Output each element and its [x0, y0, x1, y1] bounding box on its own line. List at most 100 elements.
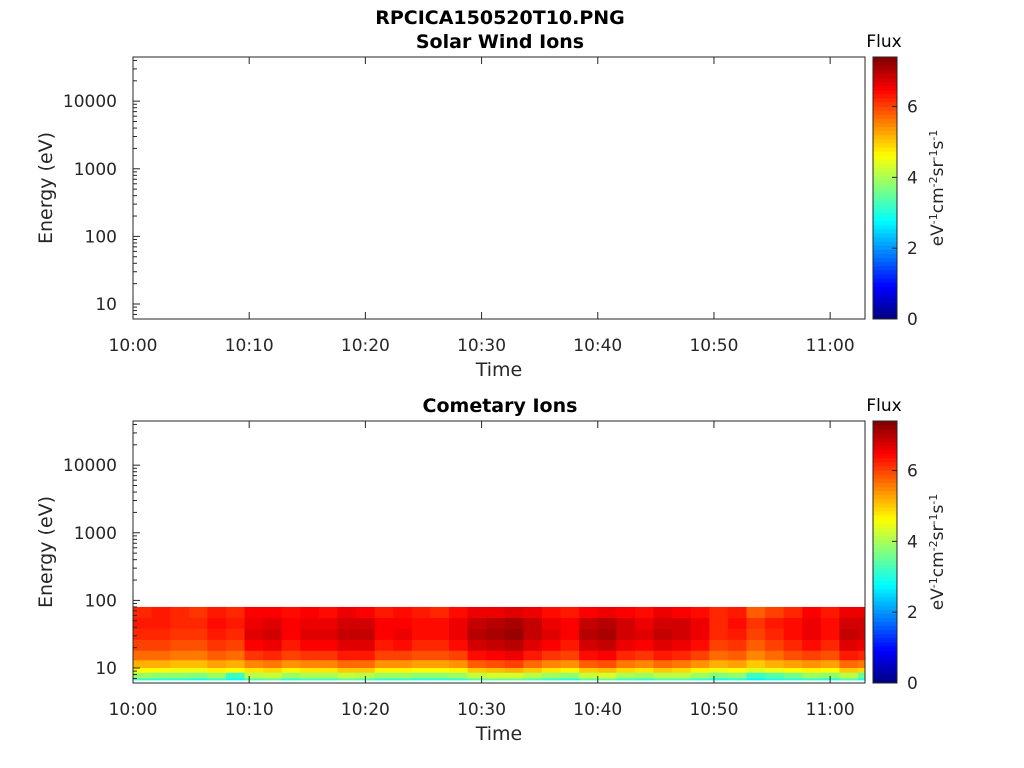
heatmap-cell — [133, 617, 152, 630]
heatmap-cell — [207, 628, 227, 641]
heatmap-cell — [133, 628, 152, 641]
heatmap-cell — [244, 678, 264, 681]
panel-title-solar-wind: Solar Wind Ions — [416, 31, 584, 53]
colorbar-segment — [873, 110, 897, 115]
heatmap-cell — [709, 678, 729, 681]
heatmap-cell — [802, 639, 822, 652]
heatmap-cell — [374, 606, 394, 619]
heatmap-cell — [672, 617, 692, 630]
colorbar-solar-wind: 0 2 4 6 — [872, 56, 918, 330]
heatmap-cell — [151, 606, 171, 619]
heatmap-cell — [300, 606, 320, 619]
colorbar-segment — [873, 437, 897, 442]
heatmap-cell — [411, 650, 431, 661]
colorbar-segment — [873, 269, 897, 275]
heatmap-cell — [653, 672, 673, 679]
heatmap-cell — [727, 639, 747, 652]
heatmap-cell — [541, 606, 561, 619]
heatmap-cell — [430, 668, 450, 674]
colorbar-segment — [873, 175, 897, 181]
colorbar-segment — [873, 449, 897, 455]
heatmap-cell — [597, 606, 617, 619]
colorbar-segment — [873, 81, 897, 87]
heatmap-cell — [244, 617, 264, 630]
heatmap-cell — [597, 660, 617, 669]
colorbar-segment — [873, 674, 897, 680]
y-tick-label: 100 — [85, 591, 117, 611]
heatmap-cell — [839, 660, 859, 669]
heatmap-cell — [430, 660, 450, 669]
heatmap-cell — [374, 678, 394, 681]
colorbar-segment — [873, 302, 897, 308]
colorbar-segment — [873, 597, 897, 602]
heatmap-cell — [579, 678, 599, 681]
heatmap-cell — [560, 639, 580, 652]
heatmap-cell — [690, 668, 710, 674]
colorbar-segment — [873, 625, 897, 631]
heatmap-cell — [486, 617, 506, 630]
heatmap-cell — [616, 628, 636, 641]
heatmap-cell — [709, 668, 729, 674]
heatmap-cell — [541, 639, 561, 652]
colorbar-segment — [873, 572, 897, 577]
heatmap-cell — [393, 668, 413, 674]
heatmap-cell — [449, 660, 469, 669]
x-tick-label: 10:30 — [457, 700, 506, 720]
heatmap-cell — [802, 672, 822, 679]
colorbar-segment — [873, 167, 897, 173]
heatmap-cell — [170, 672, 190, 679]
colorbar-segment — [873, 278, 897, 283]
heatmap-cell — [393, 660, 413, 669]
heatmap-cell — [634, 617, 654, 630]
heatmap-cell — [560, 678, 580, 681]
heatmap-cell — [616, 650, 636, 661]
heatmap-cell — [523, 639, 543, 652]
heatmap-cell — [225, 617, 245, 630]
heatmap-cell — [746, 660, 766, 669]
colorbar-segment — [873, 568, 897, 573]
colorbar-segment — [873, 470, 897, 475]
colorbar-segment — [873, 621, 897, 627]
heatmap-cell — [337, 678, 357, 681]
heatmap-cell — [523, 672, 543, 679]
colorbar-frame — [872, 420, 898, 684]
heatmap-cell — [207, 606, 227, 619]
heatmap-cell — [244, 660, 264, 669]
heatmap-cell — [616, 678, 636, 681]
heatmap-cell — [672, 660, 692, 669]
heatmap-cell — [281, 678, 301, 681]
heatmap-cell — [300, 617, 320, 630]
heatmap-cell — [746, 678, 766, 681]
heatmap-cell — [430, 639, 450, 652]
heatmap-cell — [579, 650, 599, 661]
heatmap-cell — [653, 617, 673, 630]
heatmap-cell — [672, 668, 692, 674]
colorbar-segment — [873, 163, 897, 168]
colorbar-segment — [873, 654, 897, 659]
heatmap-cell — [802, 678, 822, 681]
heatmap-cell — [690, 606, 710, 619]
colorbar-segment — [873, 204, 897, 209]
heatmap-cell — [486, 639, 506, 652]
heatmap-cell — [281, 639, 301, 652]
heatmap-cell — [820, 617, 840, 630]
heatmap-cometary — [133, 606, 866, 681]
heatmap-cell — [151, 628, 171, 641]
colorbar-segment — [873, 543, 897, 549]
heatmap-cell — [839, 668, 859, 674]
y-tick-label: 10 — [95, 659, 117, 679]
colorbar-title-solar-wind: Flux — [866, 32, 901, 52]
heatmap-cell — [727, 672, 747, 679]
heatmap-cell — [188, 617, 208, 630]
colorbar-segment — [873, 306, 897, 312]
heatmap-cell — [430, 617, 450, 630]
heatmap-cell — [486, 650, 506, 661]
heatmap-cell — [765, 660, 785, 669]
colorbar-segment — [873, 261, 897, 267]
heatmap-cell — [597, 672, 617, 679]
heatmap-cell — [709, 606, 729, 619]
heatmap-cell — [690, 639, 710, 652]
colorbar-segment — [873, 171, 897, 177]
colorbar-segment — [873, 89, 897, 95]
colorbar-segment — [873, 114, 897, 119]
